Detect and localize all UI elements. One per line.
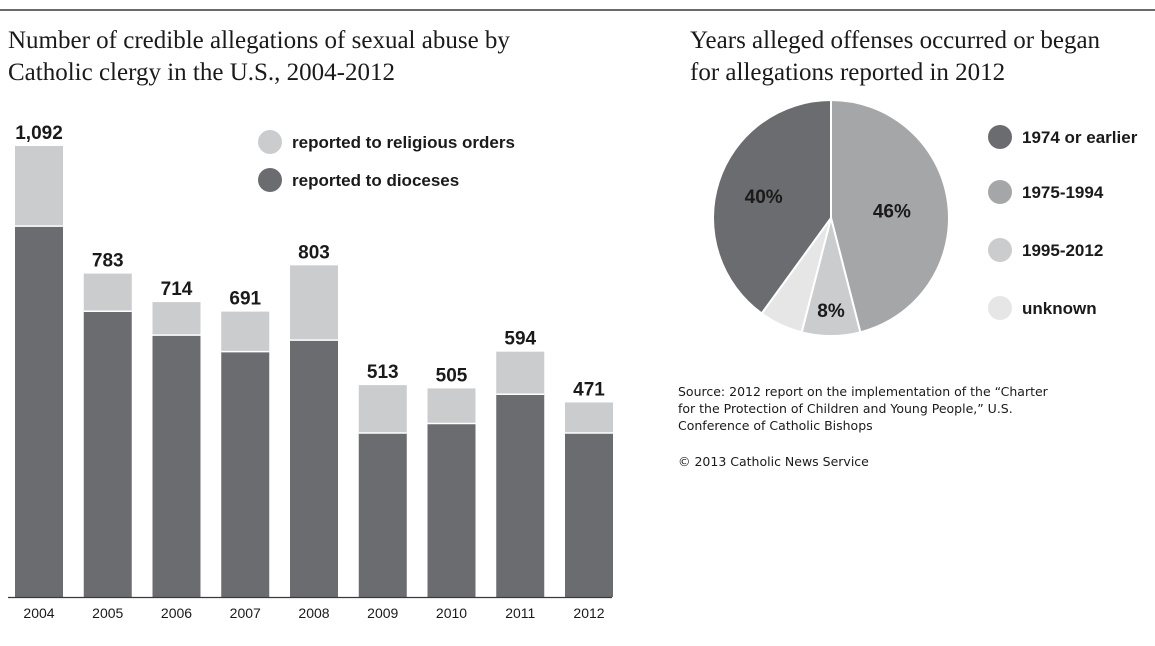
pie-legend-label-1974-or-earlier: 1974 or earlier	[1022, 128, 1138, 147]
x-tick-label-2007: 2007	[230, 605, 261, 621]
bar-total-label-2005: 783	[92, 251, 124, 272]
bar-segment-2004-religious-orders	[15, 146, 63, 227]
pie-legend-swatch-1974-or-earlier	[988, 125, 1012, 149]
bar-chart: Number of credible allegations of sexual…	[8, 27, 613, 621]
pie-slice-1975-1994	[830, 98, 950, 334]
pie-chart-title-line-1: Years alleged offenses occurred or began	[690, 27, 1101, 54]
pie-plot-area: 46% 8% 40%	[712, 98, 950, 337]
bar-segment-2008-dioceses	[290, 340, 338, 597]
bar-segment-2009-religious-orders	[358, 385, 407, 434]
bar-segment-2006-religious-orders	[152, 302, 201, 336]
x-tick-label-2008: 2008	[298, 605, 329, 621]
bar-segment-2008-religious-orders	[290, 265, 338, 341]
pie-legend-label-1995-2012: 1995-2012	[1022, 241, 1103, 260]
bar-segment-2007-religious-orders	[221, 311, 270, 352]
x-tick-label-2006: 2006	[161, 605, 192, 621]
x-tick-label-2009: 2009	[367, 605, 398, 621]
bar-segment-2011-religious-orders	[496, 351, 545, 395]
pie-legend-swatch-1995-2012	[988, 238, 1012, 262]
bar-total-label-2004: 1,092	[15, 123, 63, 144]
x-tick-label-2011: 2011	[505, 605, 535, 621]
bar-legend: reported to religious orders reported to…	[258, 130, 515, 192]
bar-plot-area: 1,092 2004 783 2005 714 2006 691 2007 803 2008 513…	[15, 123, 613, 621]
legend-label-religious-orders: reported to religious orders	[292, 133, 515, 152]
bar-total-label-2008: 803	[298, 242, 330, 263]
pie-legend: 1974 or earlier 1975-1994 1995-2012 unknown	[988, 125, 1138, 320]
bar-total-label-2012: 471	[573, 379, 605, 400]
x-tick-label-2004: 2004	[23, 605, 54, 621]
bar-total-label-2007: 691	[229, 289, 261, 310]
bar-total-label-2010: 505	[436, 365, 468, 386]
pie-slice-label-1974-or-earlier: 40%	[745, 187, 783, 208]
x-tick-label-2012: 2012	[573, 605, 604, 621]
bar-segment-2006-dioceses	[152, 335, 201, 597]
bar-segment-2010-dioceses	[427, 423, 476, 597]
pie-legend-swatch-1975-1994	[988, 180, 1012, 204]
bar-segment-2010-religious-orders	[427, 388, 476, 424]
source-line-1: Source: 2012 report on the implementatio…	[678, 384, 1049, 399]
bar-chart-title-line-1: Number of credible allegations of sexual…	[8, 27, 510, 54]
bar-total-label-2009: 513	[367, 362, 399, 383]
bar-total-label-2011: 594	[504, 329, 536, 350]
pie-legend-label-1975-1994: 1975-1994	[1022, 183, 1104, 202]
x-tick-label-2010: 2010	[436, 605, 467, 621]
pie-legend-label-unknown: unknown	[1022, 299, 1097, 318]
source-line-2: for the Protection of Children and Young…	[678, 401, 1013, 416]
pie-chart: Years alleged offenses occurred or began…	[678, 27, 1138, 469]
copyright-note: © 2013 Catholic News Service	[678, 454, 869, 469]
bar-segment-2005-dioceses	[83, 311, 132, 597]
source-note: Source: 2012 report on the implementatio…	[678, 384, 1049, 433]
bar-chart-title-line-2: Catholic clergy in the U.S., 2004-2012	[8, 59, 395, 86]
legend-swatch-dioceses	[258, 168, 282, 192]
pie-slice-label-1975-1994: 46%	[873, 201, 911, 222]
pie-slice-label-1995-2012: 8%	[817, 301, 845, 322]
bar-segment-2012-religious-orders	[565, 402, 613, 434]
bar-segment-2007-dioceses	[221, 351, 270, 597]
source-line-3: Conference of Catholic Bishops	[678, 418, 873, 433]
bar-segment-2012-dioceses	[565, 433, 613, 597]
bar-total-label-2006: 714	[161, 279, 193, 300]
bar-segment-2009-dioceses	[358, 433, 407, 597]
x-tick-label-2005: 2005	[92, 605, 123, 621]
bar-segment-2004-dioceses	[15, 226, 63, 597]
bar-segment-2005-religious-orders	[83, 273, 132, 312]
pie-chart-title-line-2: for allegations reported in 2012	[690, 59, 1005, 86]
bar-segment-2011-dioceses	[496, 394, 545, 597]
pie-slice-1974-or-earlier	[712, 98, 832, 315]
legend-label-dioceses: reported to dioceses	[292, 171, 459, 190]
legend-swatch-religious-orders	[258, 130, 282, 154]
pie-legend-swatch-unknown	[988, 296, 1012, 320]
